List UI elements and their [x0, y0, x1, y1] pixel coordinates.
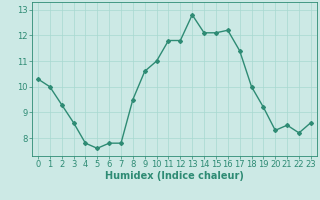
X-axis label: Humidex (Indice chaleur): Humidex (Indice chaleur): [105, 171, 244, 181]
